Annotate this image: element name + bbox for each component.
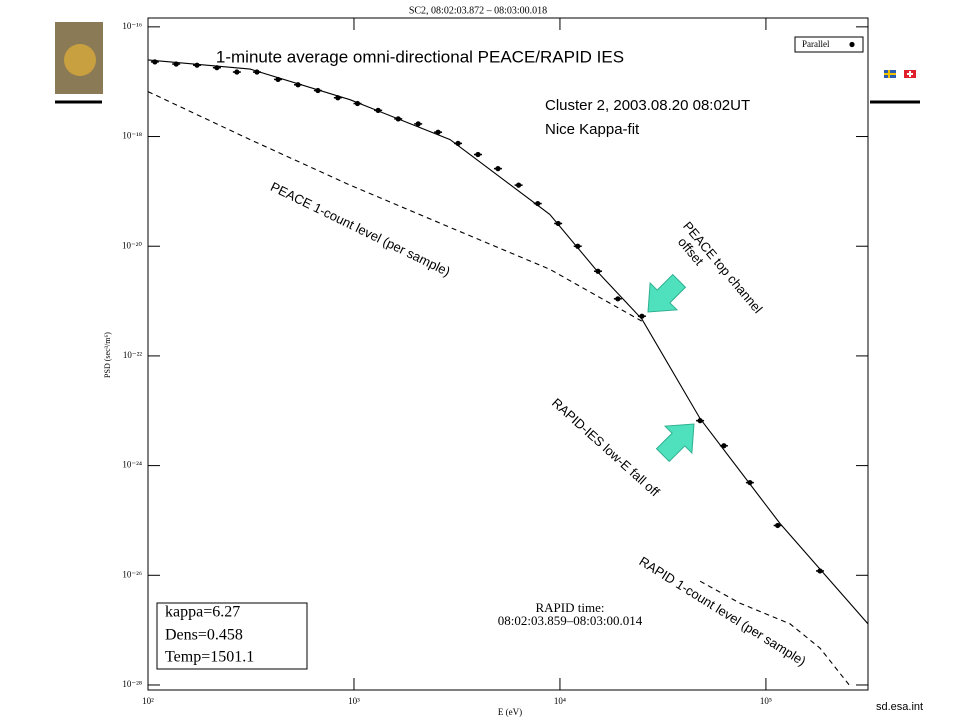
annotation: Nice Kappa-fit bbox=[545, 121, 640, 138]
data-point bbox=[516, 183, 521, 188]
fit-param: kappa=6.27 bbox=[165, 604, 240, 621]
data-point bbox=[495, 166, 500, 171]
y-tick-label: 10⁻¹⁶ bbox=[122, 21, 142, 31]
x-tick-label: 10⁴ bbox=[554, 696, 566, 706]
x-axis-label: E (eV) bbox=[498, 707, 522, 717]
y-tick-label: 10⁻²² bbox=[123, 350, 142, 360]
x-tick-label: 10⁵ bbox=[760, 696, 772, 706]
fit-param: Temp=1501.1 bbox=[165, 649, 254, 666]
y-axis-label: PSD (sec³/m⁶) bbox=[103, 332, 112, 378]
y-tick-label: 10⁻²⁶ bbox=[122, 569, 142, 579]
data-point bbox=[234, 69, 239, 74]
flag-swiss-cross bbox=[907, 73, 913, 75]
legend-label: Parallel bbox=[802, 39, 830, 49]
slide: SC2, 08:02:03.872 – 08:03:00.018 E (eV) … bbox=[0, 0, 956, 721]
rapid-time: 08:02:03.859–08:03:00.014 bbox=[498, 613, 643, 628]
y-tick-label: 10⁻²⁸ bbox=[122, 679, 142, 689]
data-point bbox=[615, 296, 620, 301]
data-point bbox=[475, 152, 480, 157]
fit-param: Dens=0.458 bbox=[165, 627, 243, 644]
x-tick-label: 10² bbox=[142, 696, 154, 706]
data-point bbox=[639, 314, 644, 319]
legend-marker bbox=[849, 42, 854, 47]
annotation: 1-minute average omni-directional PEACE/… bbox=[216, 47, 624, 66]
flag-sweden-cross bbox=[884, 73, 896, 75]
y-tick-label: 10⁻¹⁸ bbox=[122, 131, 142, 141]
data-point bbox=[194, 63, 199, 68]
logo-satellite bbox=[64, 44, 96, 76]
chart-title: SC2, 08:02:03.872 – 08:03:00.018 bbox=[409, 5, 547, 16]
y-tick-label: 10⁻²⁴ bbox=[122, 460, 142, 470]
footer: sd.esa.int bbox=[876, 701, 923, 713]
annotation: Cluster 2, 2003.08.20 08:02UT bbox=[545, 97, 750, 114]
background bbox=[0, 0, 956, 721]
x-tick-label: 10³ bbox=[348, 696, 360, 706]
y-tick-label: 10⁻²⁰ bbox=[122, 240, 142, 250]
